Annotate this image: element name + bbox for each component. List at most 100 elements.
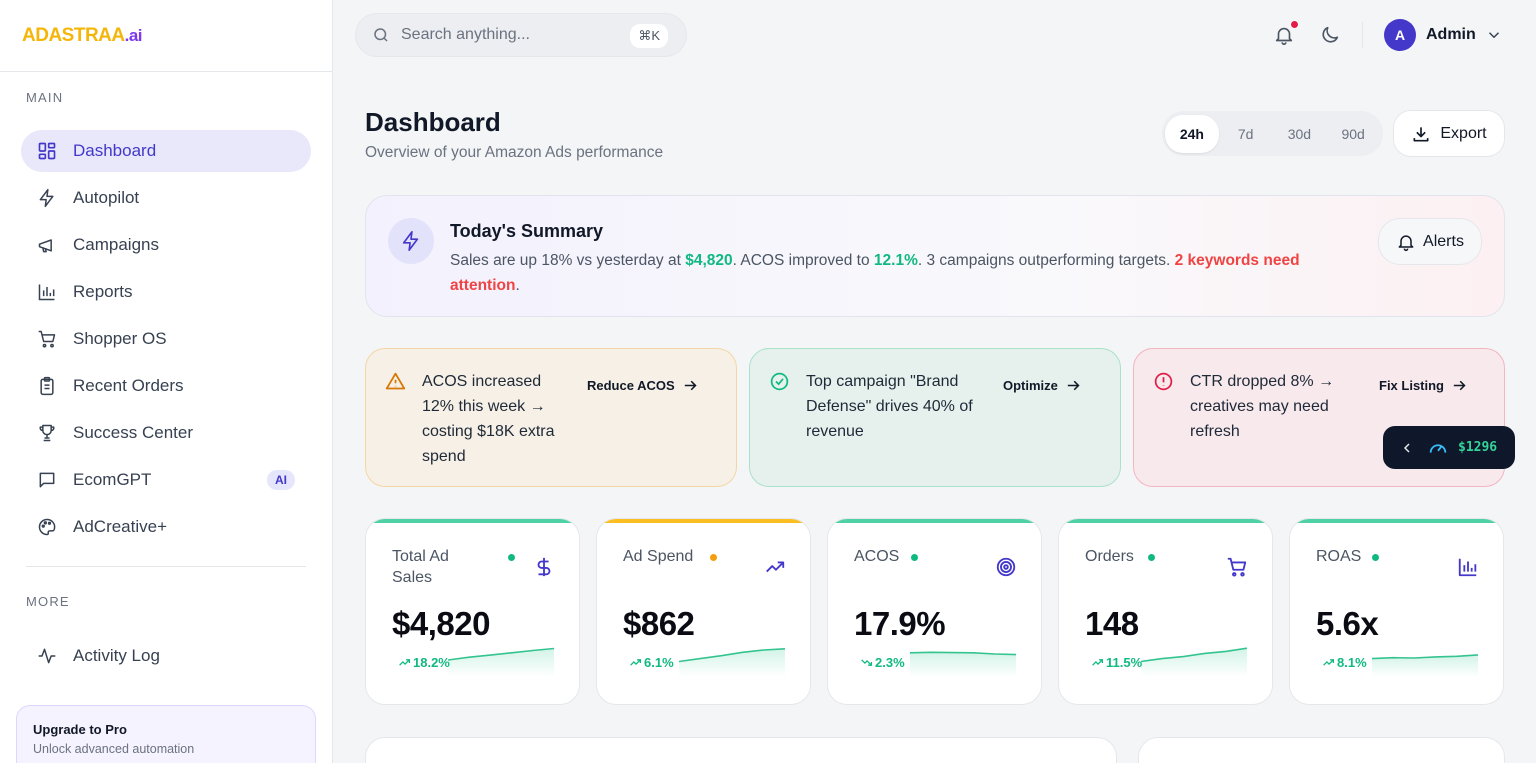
kpi-value: 5.6x <box>1316 605 1379 642</box>
arrow-right-icon <box>1453 380 1466 391</box>
bell-icon[interactable] <box>1273 24 1295 46</box>
kpi-card[interactable]: Orders 148 11.5% <box>1058 518 1273 705</box>
insight-action-label: Optimize <box>1003 378 1058 393</box>
kpi-label: Orders <box>1085 548 1134 565</box>
moon-icon[interactable] <box>1319 24 1341 46</box>
topbar-divider <box>1362 22 1363 48</box>
palette-icon <box>38 518 56 536</box>
kpi-change: 2.3% <box>860 655 905 670</box>
summary-warning[interactable]: 2 keywords need attention <box>450 252 1300 294</box>
download-icon <box>1413 126 1429 141</box>
kpi-sparkline <box>1141 647 1247 677</box>
bar-chart-icon <box>38 284 55 301</box>
kpi-card[interactable]: Ad Spend $862 6.1% <box>596 518 811 705</box>
time-range-selector: 24h 7d 30d 90d <box>1162 111 1383 156</box>
sidebar-item-autopilot[interactable]: Autopilot <box>21 177 311 219</box>
arrow-right-icon <box>1067 380 1080 391</box>
sidebar-item-recent-orders[interactable]: Recent Orders <box>21 365 311 407</box>
sidebar-item-ecomgpt[interactable]: EcomGPT AI <box>21 459 311 501</box>
insight-card-success: Top campaign "Brand Defense" drives 40% … <box>749 348 1121 487</box>
sparkline-line <box>448 647 554 661</box>
sidebar-item-reports[interactable]: Reports <box>21 271 311 313</box>
insight-card-warning: ACOS increased 12% this week → costing $… <box>365 348 737 487</box>
sidebar-item-label: Autopilot <box>73 188 140 207</box>
sidebar-item-campaigns[interactable]: Campaigns <box>21 224 311 266</box>
insight-text: Top campaign "Brand Defense" drives 40% … <box>806 373 973 440</box>
sidebar-item-adcreative[interactable]: AdCreative+ <box>21 506 311 548</box>
cart-icon <box>38 330 56 348</box>
range-30d[interactable]: 30d <box>1287 125 1312 142</box>
sidebar-item-label: AdCreative+ <box>73 517 168 536</box>
kpi-change-value: 11.5% <box>1106 655 1143 670</box>
sparkline-line <box>910 651 1016 656</box>
main-nav: Dashboard Autopilot Campaigns Reports Sh… <box>0 130 332 548</box>
range-90d[interactable]: 90d <box>1341 125 1365 142</box>
sparkline-area <box>910 652 1016 677</box>
alert-circle-icon <box>1154 372 1173 391</box>
trend-up-icon <box>1323 659 1335 666</box>
kpi-accent-bar <box>1059 519 1272 523</box>
kpi-status-dot <box>1148 554 1155 561</box>
upgrade-card[interactable]: Upgrade to Pro Unlock advanced automatio… <box>16 705 316 763</box>
sidebar: ADASTRAA .ai MAIN Dashboard Autopilot Cam… <box>0 0 333 763</box>
range-24h[interactable]: 24h <box>1165 114 1219 153</box>
arrow-right-icon <box>684 380 697 391</box>
sidebar-item-label: Success Center <box>73 423 193 442</box>
alerts-button[interactable]: Alerts <box>1378 218 1482 265</box>
summary-title: Today's Summary <box>450 221 603 241</box>
sparkline-area <box>679 648 785 677</box>
avatar[interactable]: A <box>1384 19 1416 51</box>
fix-listing-button[interactable]: Fix Listing <box>1379 377 1468 394</box>
sidebar-item-label: Activity Log <box>73 646 160 665</box>
kpi-sparkline <box>1372 654 1478 677</box>
summary-icon-wrap <box>388 218 434 264</box>
bell-icon <box>1398 234 1414 251</box>
kpi-status-dot <box>508 554 515 561</box>
sidebar-item-activity-log[interactable]: Activity Log <box>21 635 311 677</box>
lightning-icon <box>39 188 54 208</box>
kpi-card[interactable]: ROAS 5.6x 8.1% <box>1289 518 1504 705</box>
sidebar-item-label: EcomGPT <box>73 470 152 489</box>
kpi-label: Ad Spend <box>623 548 694 565</box>
kpi-card[interactable]: ACOS 17.9% 2.3% <box>827 518 1042 705</box>
search-input[interactable]: Search anything... ⌘K <box>355 13 687 57</box>
chevron-left-icon[interactable] <box>1399 440 1415 456</box>
sidebar-item-success-center[interactable]: Success Center <box>21 412 311 454</box>
insight-text: CTR dropped 8% → creatives may need refr… <box>1190 373 1335 440</box>
export-button[interactable]: Export <box>1393 110 1505 157</box>
alerts-label: Alerts <box>1423 232 1464 250</box>
range-7d[interactable]: 7d <box>1237 125 1254 142</box>
gauge-icon <box>1429 443 1447 453</box>
chevron-down-icon[interactable] <box>1485 26 1503 44</box>
logo[interactable]: ADASTRAA .ai <box>0 0 332 72</box>
sidebar-item-label: Dashboard <box>73 141 157 160</box>
kpi-card[interactable]: Total Ad Sales $4,820 18.2% <box>365 518 580 705</box>
sidebar-item-dashboard[interactable]: Dashboard <box>21 130 311 172</box>
optimize-button[interactable]: Optimize <box>1003 377 1082 394</box>
trend-up-icon <box>399 659 411 666</box>
sparkline-line <box>1141 647 1247 663</box>
sidebar-item-shopper-os[interactable]: Shopper OS <box>21 318 311 360</box>
trend-down-icon <box>861 659 873 666</box>
kpi-accent-bar <box>366 519 579 523</box>
ai-badge: AI <box>267 470 295 490</box>
kpi-status-dot <box>911 554 918 561</box>
kpi-change: 18.2% <box>398 655 450 670</box>
trend-up-icon <box>1092 659 1104 666</box>
kpi-change-value: 2.3% <box>875 655 905 670</box>
spend-tracker-widget[interactable]: $1296 <box>1383 426 1515 469</box>
reduce-acos-button[interactable]: Reduce ACOS <box>587 377 699 394</box>
kpi-change-value: 6.1% <box>644 655 674 670</box>
summary-text-part: . ACOS improved to <box>732 252 874 269</box>
summary-card: Today's Summary Sales are up 18% vs yest… <box>365 195 1505 317</box>
sparkline-area <box>1141 648 1247 677</box>
kpi-sparkline <box>910 651 1016 677</box>
kpi-change: 11.5% <box>1091 655 1142 670</box>
dashboard-grid-icon <box>38 142 56 160</box>
kpi-sparkline <box>679 648 785 677</box>
kpi-label: ROAS <box>1316 548 1362 565</box>
kpi-value: 17.9% <box>854 605 946 642</box>
kpi-change-value: 8.1% <box>1337 655 1367 670</box>
search-placeholder: Search anything... <box>401 26 530 43</box>
user-name[interactable]: Admin <box>1426 26 1476 43</box>
